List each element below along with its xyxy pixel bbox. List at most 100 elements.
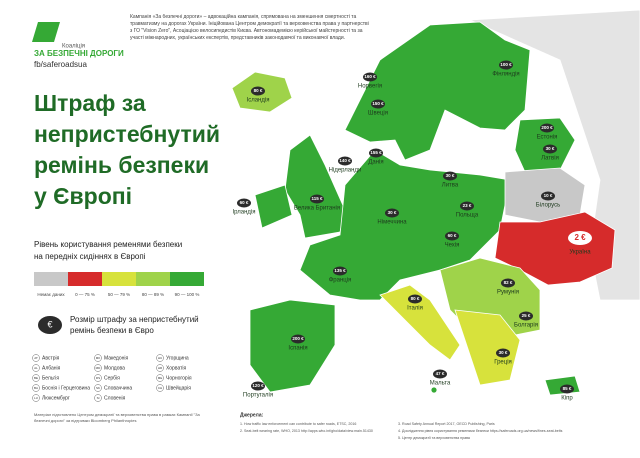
abbr-badge bbox=[32, 374, 40, 382]
legend-label: Немає даних bbox=[37, 292, 65, 297]
fine-badge bbox=[543, 144, 557, 154]
fine-badge bbox=[496, 348, 510, 358]
footnote-title: Джерела: bbox=[240, 412, 264, 418]
legend-label: 90 — 100 % bbox=[175, 292, 200, 297]
abbr-name: Молдова bbox=[104, 365, 125, 371]
country-name: Ірландія bbox=[232, 210, 255, 216]
abbr-name: Швейцарія bbox=[166, 384, 191, 391]
abbr-name: Чорногорія bbox=[166, 375, 192, 381]
abbr-badge bbox=[156, 354, 164, 362]
country-name: Норвегія bbox=[358, 84, 382, 90]
logo: Коаліція ЗА БЕЗПЕЧНІ ДОРОГИ fb/saferoads… bbox=[32, 22, 124, 69]
fine-badge bbox=[541, 191, 555, 201]
malta bbox=[430, 386, 438, 394]
country-name: Іспанія bbox=[288, 346, 307, 352]
scandinavia bbox=[344, 21, 531, 161]
country-name: Болгарія bbox=[514, 323, 538, 329]
abbr-badge bbox=[32, 354, 40, 362]
footnote: 1. How traffic law enforcement can contr… bbox=[240, 422, 356, 426]
abbr-badge bbox=[156, 364, 164, 372]
country-name: Кіпр bbox=[561, 396, 573, 402]
country-name: Фінляндія bbox=[492, 72, 519, 78]
footnote: 3. Road Safety Annual Report 2017, OECD … bbox=[398, 422, 495, 426]
fine-badge bbox=[443, 171, 457, 181]
fine-badge bbox=[338, 156, 352, 166]
fine-badge bbox=[251, 381, 265, 391]
abbr-name: Люксембург bbox=[42, 395, 70, 401]
fine-badge bbox=[291, 334, 305, 344]
country-name: Латвія bbox=[541, 156, 559, 162]
abbr-code: MD bbox=[96, 366, 101, 370]
fine-badge bbox=[310, 194, 324, 204]
fine-label: 30 € bbox=[499, 350, 508, 355]
abbr-badge bbox=[156, 374, 164, 382]
fine-label: 60 € bbox=[240, 200, 249, 205]
ireland bbox=[254, 184, 293, 229]
legend-swatch bbox=[102, 272, 136, 286]
abbr-badge bbox=[156, 384, 164, 392]
country-name: Польща bbox=[456, 213, 479, 219]
abbr-badge bbox=[32, 384, 40, 392]
fine-badge bbox=[519, 311, 533, 321]
country-name: Ісландія bbox=[247, 98, 270, 104]
fine-label: 140 € bbox=[339, 158, 351, 163]
fine-badge bbox=[237, 198, 251, 208]
iberia bbox=[249, 299, 336, 393]
fine-label: 85 € bbox=[563, 386, 572, 391]
abbr-code: RS bbox=[96, 376, 100, 380]
fine-label: 155 € bbox=[370, 150, 382, 155]
fine-label: 47 € bbox=[436, 371, 445, 376]
legend-label: 0 — 75 % bbox=[75, 292, 95, 297]
fine-badge bbox=[540, 123, 554, 133]
fine-badge bbox=[499, 60, 513, 70]
abbr-badge bbox=[94, 354, 102, 362]
legend-swatch bbox=[170, 272, 204, 286]
logo-small: Коаліція bbox=[62, 44, 85, 50]
fine-label: 25 € bbox=[522, 313, 531, 318]
country-name: Швеція bbox=[368, 111, 388, 117]
country-name: Литва bbox=[442, 183, 459, 189]
fine-badge bbox=[445, 231, 459, 241]
logo-name: ЗА БЕЗПЕЧНІ ДОРОГИ bbox=[34, 49, 124, 58]
country-name: Естонія bbox=[537, 135, 558, 141]
fine-label: 2 € bbox=[574, 233, 586, 242]
abbr-code: HU bbox=[158, 356, 162, 360]
countries: Ісландія 80 € Норвегія 160 € Швеція 150 € Фінл… bbox=[232, 60, 592, 402]
abbr-code: BE bbox=[34, 376, 38, 380]
fine-badge bbox=[363, 72, 377, 82]
description: Кампанія «За безпечні дороги» – адвокаці… bbox=[130, 14, 369, 41]
fine-badge bbox=[369, 148, 383, 158]
fine-badge bbox=[333, 266, 347, 276]
country-name: Італія bbox=[407, 306, 423, 312]
legend-title: на передніх сидіннях в Європі bbox=[34, 252, 146, 261]
fine-label: 135 € bbox=[334, 268, 346, 273]
fine-label: 200 € bbox=[292, 336, 304, 341]
legend-title: Рівень користування ременями безпеки bbox=[34, 240, 182, 249]
fine-label: 80 € bbox=[411, 296, 420, 301]
country-name: Нідерланди bbox=[329, 168, 362, 174]
fine-label: 115 € bbox=[311, 196, 323, 201]
title-line: ремінь безпеки bbox=[34, 152, 209, 178]
fine-label: 60 € bbox=[448, 233, 457, 238]
abbr-name: Австрія bbox=[42, 355, 60, 361]
map bbox=[231, 9, 640, 396]
footnotes: Джерела: 1. How traffic law enforcement c… bbox=[34, 412, 563, 440]
fine-legend-text: ремінь безпеки в Євро bbox=[70, 326, 154, 335]
country-name: Данія bbox=[368, 160, 383, 166]
abbr-badge bbox=[94, 374, 102, 382]
abbr-name: Боснія і Герцеговина bbox=[42, 385, 90, 391]
abbr-name: Угорщина bbox=[166, 355, 189, 361]
abbr-name: Словаччина bbox=[104, 385, 132, 391]
greece bbox=[454, 309, 521, 386]
title-line: Штраф за bbox=[34, 90, 146, 116]
abbr-code: AT bbox=[34, 356, 38, 360]
abbr-code: BA bbox=[34, 386, 38, 390]
fine-label: 10 € bbox=[544, 193, 553, 198]
abbr-code: LU bbox=[34, 396, 38, 400]
abbr-code: AL bbox=[34, 366, 38, 370]
abbr-code: CH bbox=[158, 386, 162, 390]
abbr-badge bbox=[94, 364, 102, 372]
legend-swatch bbox=[136, 272, 170, 286]
ukraine bbox=[494, 211, 616, 286]
country-name: Мальта bbox=[430, 381, 451, 387]
